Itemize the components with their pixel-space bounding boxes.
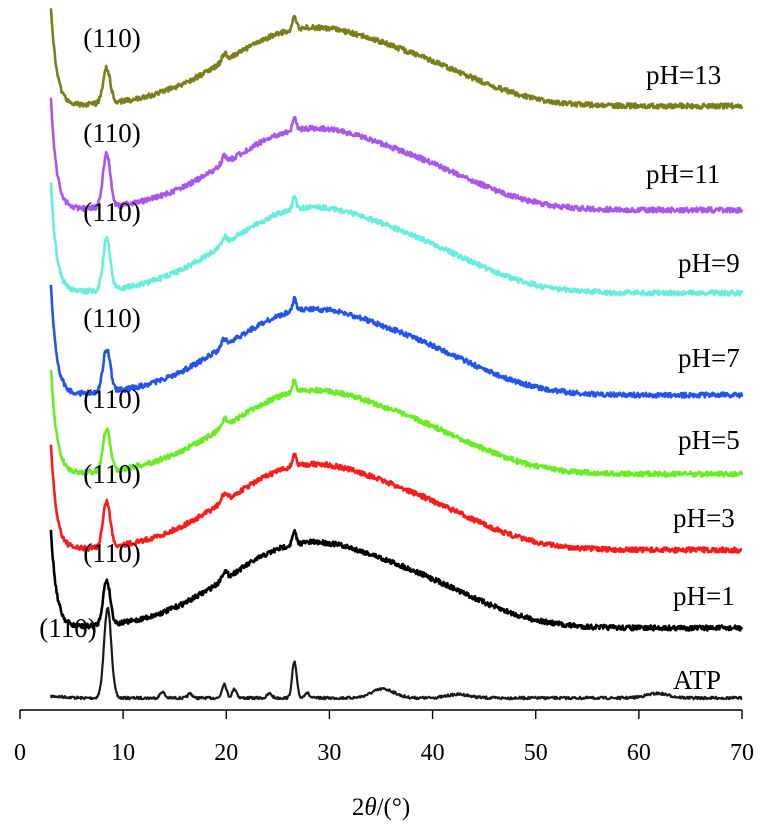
series-line-pH1: [49, 528, 744, 632]
x-axis-title: 2θ/(°): [352, 794, 410, 821]
peak-110-label: (110): [83, 23, 140, 53]
peak-110-label: (110): [83, 118, 140, 148]
series-label: pH=3: [673, 503, 735, 533]
peak-110-label: (110): [83, 384, 140, 414]
x-tick-label: 50: [524, 740, 548, 766]
x-axis: 0 10 20 30 40 50 60 70: [14, 709, 754, 766]
peak-110-label: (110): [83, 459, 140, 489]
series-line-pH5: [49, 369, 744, 478]
series-label: pH=7: [678, 343, 740, 373]
series-label: pH=11: [646, 159, 720, 189]
series-label: pH=9: [678, 248, 740, 278]
series-line-pH9: [49, 182, 744, 297]
series-label: pH=13: [646, 60, 721, 90]
x-axis-title-prefix: 2: [352, 794, 365, 821]
series-line-pH7: [49, 284, 744, 399]
x-tick-label: 60: [627, 740, 651, 766]
peak-110-label: (110): [83, 197, 140, 227]
x-axis-title-suffix: /(°): [377, 794, 411, 821]
x-tick-label: 0: [14, 740, 26, 766]
series-line-pH3: [49, 444, 743, 554]
peak-110-label: (110): [39, 613, 96, 643]
x-axis-title-symbol: θ: [364, 794, 376, 821]
series-line-pH11: [49, 97, 744, 214]
x-ticks: 0 10 20 30 40 50 60 70: [14, 710, 754, 766]
x-tick-label: 10: [111, 740, 135, 766]
series-line-ATP: [49, 606, 743, 701]
series-label: ATP: [673, 665, 721, 695]
series-line-pH13: [49, 8, 744, 110]
series-label: pH=1: [673, 581, 735, 611]
x-tick-label: 40: [421, 740, 445, 766]
labels-layer: ATP (110) pH=1 (110) pH=3 (110) pH=5 (110) pH=7 (…: [39, 23, 739, 695]
series-label: pH=5: [678, 425, 740, 455]
peak-110-label: (110): [83, 303, 140, 333]
curves-layer: [49, 8, 744, 701]
x-tick-label: 20: [214, 740, 238, 766]
peak-110-label: (110): [83, 538, 140, 568]
x-tick-label: 30: [317, 740, 341, 766]
x-tick-label: 70: [730, 740, 754, 766]
